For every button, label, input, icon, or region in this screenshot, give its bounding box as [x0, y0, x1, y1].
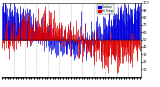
- Legend: Outdoor, Hi Temp: Outdoor, Hi Temp: [97, 4, 114, 14]
